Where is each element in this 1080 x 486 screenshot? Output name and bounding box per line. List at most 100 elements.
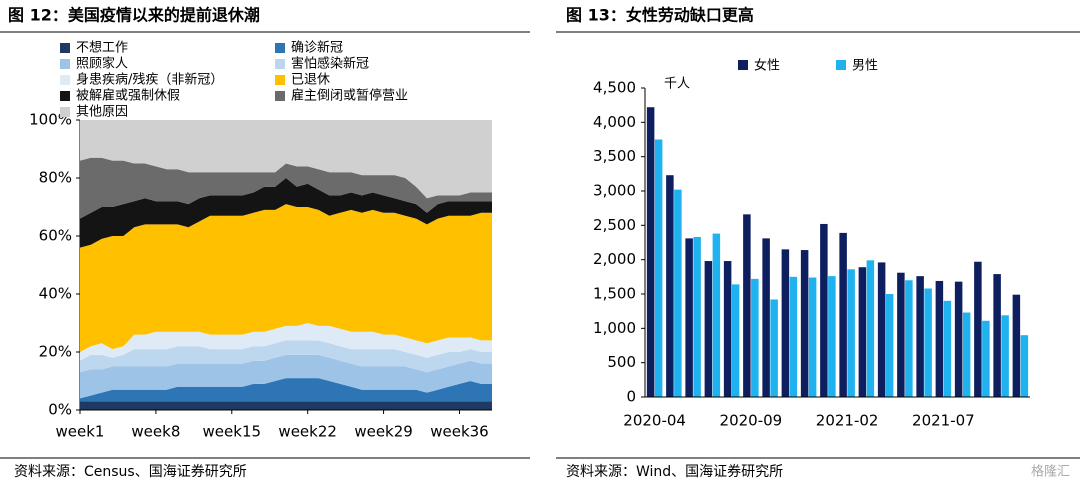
legend-label: 照顾家人 [76, 56, 128, 72]
legend-label: 男性 [852, 59, 878, 74]
y-tick-label: 4,000 [593, 113, 636, 131]
y-tick-label: 1,000 [593, 319, 636, 337]
y-tick-label: 80% [39, 169, 72, 187]
x-tick-label: week22 [278, 423, 337, 441]
bar [962, 312, 971, 397]
x-tick-label: week29 [354, 423, 413, 441]
legend-label: 雇主倒闭或暂停营业 [291, 88, 408, 104]
bar [723, 261, 732, 397]
bar [646, 107, 655, 397]
legend-label: 已退休 [291, 73, 330, 88]
source: 资料来源：Wind、国海证券研究所 [566, 464, 783, 480]
bar [808, 277, 817, 397]
y-tick-label: 2,500 [593, 216, 636, 234]
area [80, 204, 492, 352]
y-tick-label: 500 [607, 353, 636, 371]
source: 资料来源：Census、国海证券研究所 [14, 464, 247, 480]
bar [974, 261, 982, 397]
bar [858, 267, 867, 397]
area [80, 401, 492, 410]
bar [781, 249, 790, 397]
bar [905, 280, 913, 397]
x-tick-label: 2020-09 [720, 412, 783, 430]
bar [1012, 294, 1021, 397]
x-tick-label: week1 [56, 423, 105, 441]
bar [712, 233, 721, 397]
bar [743, 214, 751, 397]
legend-swatch [275, 91, 285, 101]
bar [731, 284, 740, 397]
bar [847, 269, 855, 397]
legend-label: 身患疾病/残疾（非新冠） [76, 72, 223, 88]
legend-swatch [60, 43, 70, 53]
legend-swatch [738, 60, 748, 70]
y-unit: 千人 [664, 77, 690, 92]
legend-swatch [275, 43, 285, 53]
bar [954, 281, 963, 397]
y-tick-label: 0 [626, 388, 636, 406]
bar [770, 299, 778, 397]
legend-label: 确诊新冠 [291, 40, 343, 56]
legend-label: 被解雇或强制休假 [76, 88, 180, 104]
legend-swatch [60, 59, 70, 69]
bar [674, 189, 682, 397]
watermark: 格隆汇 [1031, 464, 1070, 480]
x-tick-label: 2021-07 [912, 412, 975, 430]
chart-title: 图 12：美国疫情以来的提前退休潮 [8, 6, 260, 25]
area [80, 178, 492, 248]
bar [693, 237, 701, 397]
x-tick-label: week8 [131, 423, 180, 441]
chart-title: 图 13：女性劳动缺口更高 [566, 6, 754, 25]
area [80, 378, 492, 402]
bar [666, 175, 674, 397]
bar [828, 276, 836, 397]
area [80, 354, 492, 399]
y-tick-label: 60% [39, 227, 72, 245]
legend-swatch [60, 107, 70, 117]
bar [654, 139, 663, 397]
bar [704, 261, 713, 397]
legend-swatch [275, 59, 285, 69]
bar [866, 260, 875, 397]
bar [982, 320, 990, 397]
x-tick-label: 2021-02 [816, 412, 879, 430]
legend-label: 女性 [754, 58, 780, 74]
area [80, 157, 492, 219]
x-tick-label: 2020-04 [623, 412, 686, 430]
bar [897, 272, 905, 397]
legend-swatch [275, 75, 285, 85]
legend-swatch [60, 75, 70, 85]
legend-swatch [836, 60, 846, 70]
legend-label: 其他原因 [76, 105, 128, 120]
bar [762, 238, 770, 397]
bar [935, 280, 944, 397]
bar [1020, 335, 1029, 397]
y-tick-label: 3,000 [593, 182, 636, 200]
legend-label: 害怕感染新冠 [291, 56, 369, 72]
y-tick-label: 2,000 [593, 250, 636, 268]
y-tick-label: 4,500 [593, 79, 636, 97]
x-tick-label: week15 [203, 423, 262, 441]
area [80, 323, 492, 361]
bar [885, 294, 894, 397]
bar [924, 288, 932, 397]
bar [877, 262, 886, 397]
bar [820, 223, 828, 397]
area [80, 120, 492, 199]
y-tick-label: 3,500 [593, 147, 636, 165]
bar [943, 300, 952, 397]
x-tick-label: week36 [430, 423, 489, 441]
y-tick-label: 40% [39, 285, 72, 303]
y-tick-label: 0% [48, 401, 72, 419]
bar [789, 276, 798, 397]
legend-swatch [60, 91, 70, 101]
bar [993, 274, 1001, 397]
legend-label: 不想工作 [76, 40, 128, 56]
bar [916, 276, 924, 397]
y-tick-label: 20% [39, 343, 72, 361]
bar [800, 250, 809, 397]
y-tick-label: 1,500 [593, 285, 636, 303]
area [80, 340, 492, 373]
bar [685, 238, 693, 397]
